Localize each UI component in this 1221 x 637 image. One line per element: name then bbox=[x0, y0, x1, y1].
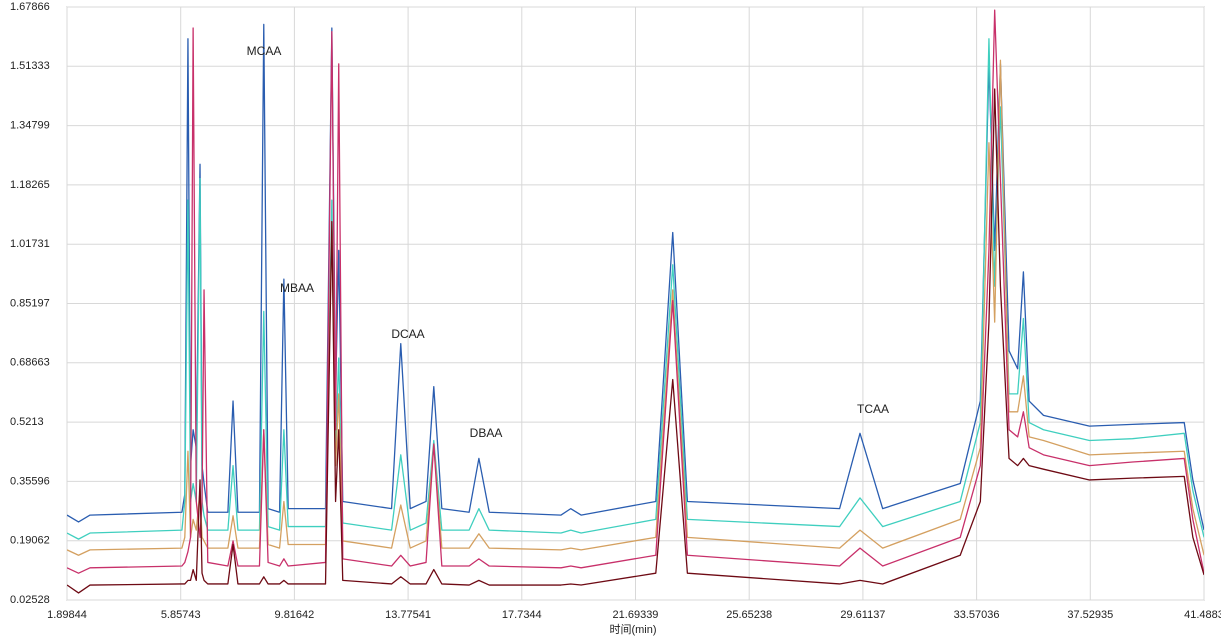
x-tick-label: 17.7344 bbox=[502, 609, 542, 621]
x-tick-label: 5.85743 bbox=[161, 609, 201, 621]
x-tick-label: 37.52935 bbox=[1067, 609, 1113, 621]
peak-annotation: TCAA bbox=[857, 402, 889, 416]
y-tick-label: 1.01731 bbox=[10, 238, 50, 250]
y-tick-label: 0.68663 bbox=[10, 357, 50, 369]
y-tick-label: 1.51333 bbox=[10, 60, 50, 72]
x-tick-label: 13.77541 bbox=[385, 609, 431, 621]
y-tick-label: 0.19062 bbox=[10, 535, 50, 547]
series-line bbox=[67, 38, 1204, 540]
x-tick-label: 1.89844 bbox=[47, 609, 87, 621]
series-line bbox=[67, 88, 1204, 594]
y-tick-label: 1.18265 bbox=[10, 179, 50, 191]
series-line bbox=[67, 9, 1204, 574]
x-tick-label: 21.69339 bbox=[613, 609, 659, 621]
y-tick-label: 1.67866 bbox=[10, 1, 50, 13]
y-tick-label: 0.5213 bbox=[10, 416, 44, 428]
peak-annotation: DBAA bbox=[470, 426, 503, 440]
x-tick-label: 25.65238 bbox=[726, 609, 772, 621]
x-tick-label: 33.57036 bbox=[954, 609, 1000, 621]
peak-annotation: DCAA bbox=[391, 327, 424, 341]
x-axis-label: 时间(min) bbox=[609, 623, 656, 636]
plot-lines bbox=[67, 9, 1204, 594]
y-tick-label: 1.34799 bbox=[10, 120, 50, 132]
y-tick-label: 0.85197 bbox=[10, 297, 50, 309]
peak-annotation: MCAA bbox=[247, 44, 282, 58]
peak-annotation: MBAA bbox=[280, 281, 314, 295]
y-tick-label: 0.02528 bbox=[10, 594, 50, 606]
x-tick-label: 29.61137 bbox=[840, 609, 885, 621]
y-tick-label: 0.35596 bbox=[10, 475, 50, 487]
x-tick-label: 9.81642 bbox=[275, 609, 315, 621]
x-tick-label: 41.4883 bbox=[1184, 609, 1221, 621]
